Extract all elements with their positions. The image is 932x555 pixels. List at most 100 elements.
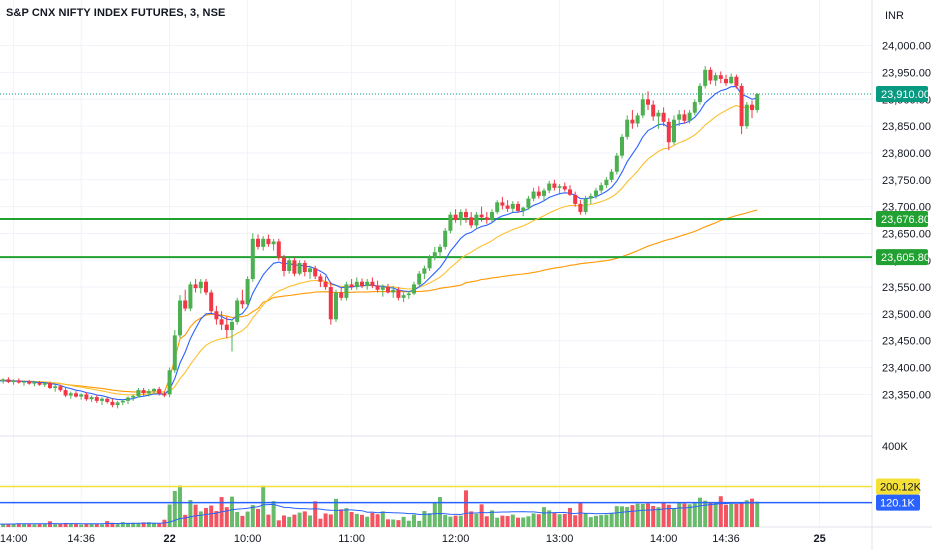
candle-body xyxy=(661,112,666,122)
candle-body xyxy=(53,386,58,388)
candle-body xyxy=(282,257,286,271)
volume-bar xyxy=(354,513,359,527)
volume-bar xyxy=(713,502,718,527)
volume-label-text: 120.1K xyxy=(880,498,916,510)
volume-bar xyxy=(609,512,614,527)
price-tick-label: 23,400.00 xyxy=(882,363,931,375)
ema-fast-line xyxy=(0,86,758,401)
volume-bar xyxy=(718,496,723,527)
currency-label[interactable]: INR xyxy=(885,10,904,22)
volume-bar xyxy=(68,523,73,527)
volume-bar xyxy=(89,523,94,527)
volume-bar xyxy=(94,523,99,527)
candle-body xyxy=(302,262,307,273)
volume-bar xyxy=(646,503,650,527)
volume-bar xyxy=(666,504,671,527)
volume-bar xyxy=(360,514,364,527)
volume-bar xyxy=(557,514,562,527)
volume-bar xyxy=(204,507,208,527)
volume-bar xyxy=(729,503,734,527)
volume-bar xyxy=(79,524,84,527)
candle-body xyxy=(656,112,661,117)
candle-body xyxy=(614,155,619,172)
volume-pane xyxy=(0,485,872,527)
candle-body xyxy=(557,186,562,188)
candle-body xyxy=(318,276,323,282)
volume-bar xyxy=(412,514,416,527)
candle-body xyxy=(536,191,541,196)
candle-body xyxy=(734,76,739,86)
volume-bar xyxy=(625,506,630,527)
candle-body xyxy=(79,394,84,397)
candle-body xyxy=(68,393,73,396)
price-label-text: 23,910.00 xyxy=(881,89,930,101)
candle-body xyxy=(401,295,406,298)
candle-body xyxy=(58,386,63,391)
volume-bar xyxy=(479,504,484,527)
volume-bar xyxy=(375,514,380,527)
volume-bar xyxy=(588,517,593,527)
volume-bar xyxy=(74,523,78,527)
candle-body xyxy=(698,85,702,102)
volume-bar xyxy=(105,521,110,527)
volume-bar xyxy=(37,523,42,527)
candle-body xyxy=(484,217,489,221)
vwap-line xyxy=(0,209,758,393)
volume-label-text: 200.12K xyxy=(880,481,922,493)
volume-bar xyxy=(526,516,531,527)
candle-body xyxy=(172,335,177,371)
candle-body xyxy=(297,262,302,274)
volume-bar xyxy=(547,510,552,527)
candle-body xyxy=(162,393,167,396)
candle-body xyxy=(672,119,676,143)
price-axis[interactable]: 23,350.00 23,400.00 23,450.00 23,500.00 23,5… xyxy=(876,41,931,511)
candle-body xyxy=(152,389,156,392)
volume-bar xyxy=(131,522,136,527)
candle-body xyxy=(334,292,338,320)
volume-bar xyxy=(297,512,302,527)
price-tick-label: 23,350.00 xyxy=(882,389,931,401)
candle-body xyxy=(266,238,271,245)
candle-body xyxy=(48,383,52,388)
candle-body xyxy=(422,268,427,274)
volume-bar xyxy=(599,515,604,527)
symbol-title[interactable]: S&P CNX NIFTY INDEX FUTURES, 3, NSE xyxy=(6,7,226,19)
volume-bar xyxy=(11,523,16,527)
candle-body xyxy=(131,396,136,398)
price-label-box xyxy=(876,249,928,266)
price-tick-label: 23,650.00 xyxy=(882,228,931,240)
candle-body xyxy=(126,397,130,401)
candle-body xyxy=(531,191,536,199)
volume-bar xyxy=(672,508,676,527)
candle-body xyxy=(178,300,182,336)
candle-body xyxy=(438,246,442,253)
candle-body xyxy=(427,257,432,269)
candle-body xyxy=(32,382,37,384)
volume-bar xyxy=(328,514,333,527)
candle-body xyxy=(583,198,588,212)
candle-body xyxy=(230,321,234,331)
candle-body xyxy=(245,279,250,305)
volume-bar xyxy=(562,513,567,527)
volume-bar xyxy=(687,504,692,527)
candle-body xyxy=(313,268,318,277)
time-axis[interactable]: 14:00 14:36 22 10:00 11:00 12:00 13:00 14:00 14:… xyxy=(0,533,826,545)
candle-body xyxy=(1,379,6,381)
candle-body xyxy=(687,112,692,121)
volume-bar xyxy=(438,497,442,527)
price-label-box xyxy=(876,85,928,102)
volume-bar xyxy=(698,497,702,527)
candle-body xyxy=(479,214,484,218)
volume-bar xyxy=(235,512,240,527)
candle-body xyxy=(666,121,671,143)
volume-bar xyxy=(172,490,177,527)
candle-body xyxy=(110,401,115,406)
candle-body xyxy=(141,390,146,394)
candle-body xyxy=(594,190,598,196)
candle-body xyxy=(469,217,474,226)
volume-bar xyxy=(661,502,666,527)
candle-body xyxy=(120,400,125,403)
candle-body xyxy=(703,69,708,86)
